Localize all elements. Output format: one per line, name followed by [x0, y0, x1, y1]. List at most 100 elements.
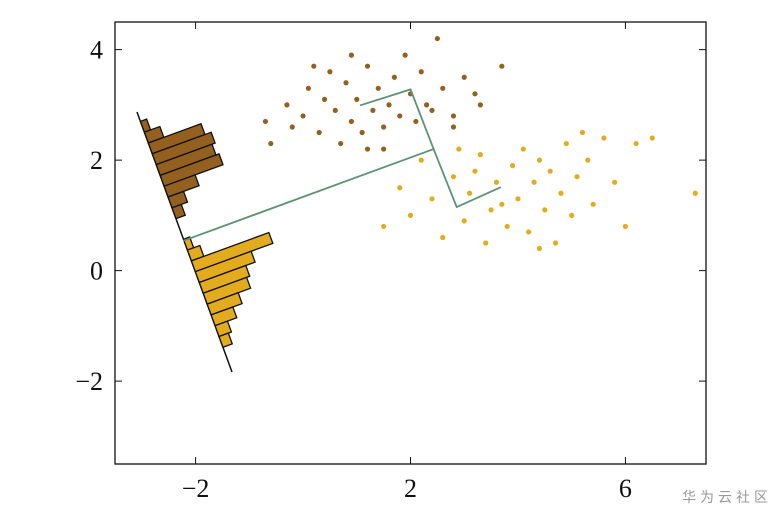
scatter-point [483, 240, 489, 246]
y-tick-label: −2 [75, 367, 103, 396]
scatter-point [477, 102, 483, 108]
scatter-point [391, 74, 397, 80]
scatter-point [364, 63, 371, 69]
scatter-point [381, 124, 387, 130]
scatter-point [531, 179, 537, 185]
scatter-point [461, 74, 467, 80]
scatter-point [536, 157, 543, 163]
histogram-bar [190, 231, 274, 273]
scatter-point [370, 107, 376, 113]
histogram-bar [214, 320, 233, 338]
scatter-point [397, 113, 403, 119]
scatter-point [515, 196, 521, 202]
scatter-point [547, 168, 553, 174]
scatter-point [493, 179, 500, 185]
scatter-point [472, 91, 478, 97]
scatter-point [429, 107, 435, 113]
histogram-bar [167, 190, 189, 209]
scatter-point [612, 179, 618, 185]
scatter-point [343, 80, 349, 86]
scatter-point [429, 196, 435, 202]
scatter-point [499, 201, 505, 207]
histogram-bar [163, 174, 200, 198]
scatter-point [268, 140, 274, 147]
x-tick-label: 6 [619, 474, 632, 503]
scatter-point [375, 85, 381, 91]
scatter-point [633, 140, 639, 147]
scatter-point [316, 129, 322, 136]
scatter-point [520, 146, 526, 152]
scatter-point [338, 140, 344, 147]
scatter-point [601, 135, 607, 141]
scatter-point [434, 35, 440, 42]
scatter-point [467, 190, 473, 196]
scatter-point [499, 63, 505, 69]
histogram-bar [202, 276, 252, 305]
scatter-point [311, 63, 317, 69]
scatter-point [477, 152, 483, 158]
scatter-point [542, 207, 548, 213]
scatter-point [381, 223, 387, 230]
scatter-point [569, 212, 575, 218]
scatter-point [563, 140, 569, 147]
scatter-point [418, 69, 424, 75]
scatter-point [354, 96, 360, 102]
scatter-point [348, 52, 354, 58]
scatter-point [526, 229, 532, 235]
scatter-point [262, 118, 269, 125]
watermark: 华为云社区 [682, 490, 772, 506]
scatter-point [332, 107, 338, 113]
histogram-bar [159, 153, 224, 188]
scatter-point [590, 201, 596, 207]
scatter-point [289, 124, 295, 130]
scatter-point [456, 146, 462, 152]
x-tick-label: −2 [182, 474, 210, 503]
scatter-point [574, 174, 580, 180]
scatter-point [552, 240, 559, 246]
scatter-point [472, 168, 478, 174]
scatter-point [424, 102, 430, 108]
y-tick-label: 0 [90, 257, 103, 286]
scatter-point [622, 223, 629, 230]
plot-frame [114, 21, 707, 465]
histogram-bar [206, 291, 243, 316]
scatter-point [504, 223, 510, 230]
scatter-point [364, 146, 371, 152]
scatter-point [327, 69, 333, 75]
scatter-point [579, 129, 586, 136]
scatter-point [536, 245, 543, 252]
scatter-point [381, 146, 387, 152]
histogram-bar [194, 250, 256, 284]
histogram-bar [198, 264, 251, 295]
scatter-point [386, 102, 392, 108]
scatter-point [450, 174, 457, 180]
scatter-point [649, 135, 655, 141]
scatter-point [461, 218, 467, 224]
scatter-point [440, 234, 446, 241]
scatter-point [397, 185, 403, 191]
scatter-point [300, 113, 306, 119]
histogram-bar [218, 332, 234, 349]
scatter-point [284, 102, 290, 108]
scatter-point [692, 190, 698, 196]
scatter-point [585, 157, 591, 163]
histogram-bar [171, 203, 187, 220]
scatter-point [348, 118, 354, 125]
scatter-point [558, 190, 564, 196]
scatter-point [488, 207, 494, 213]
scatter-point [413, 118, 419, 125]
y-tick-label: 2 [90, 146, 103, 175]
scatter-point [440, 85, 446, 91]
scatter-point [305, 85, 312, 91]
line [182, 148, 434, 242]
scatter-point [359, 129, 365, 136]
scatter-point [509, 163, 516, 169]
scatter-point [450, 124, 457, 130]
scatter-point [418, 157, 424, 163]
x-tick-label: 2 [404, 474, 417, 503]
scatter-point [321, 96, 328, 102]
scatter-point [450, 113, 457, 119]
scatter-point [402, 52, 408, 58]
